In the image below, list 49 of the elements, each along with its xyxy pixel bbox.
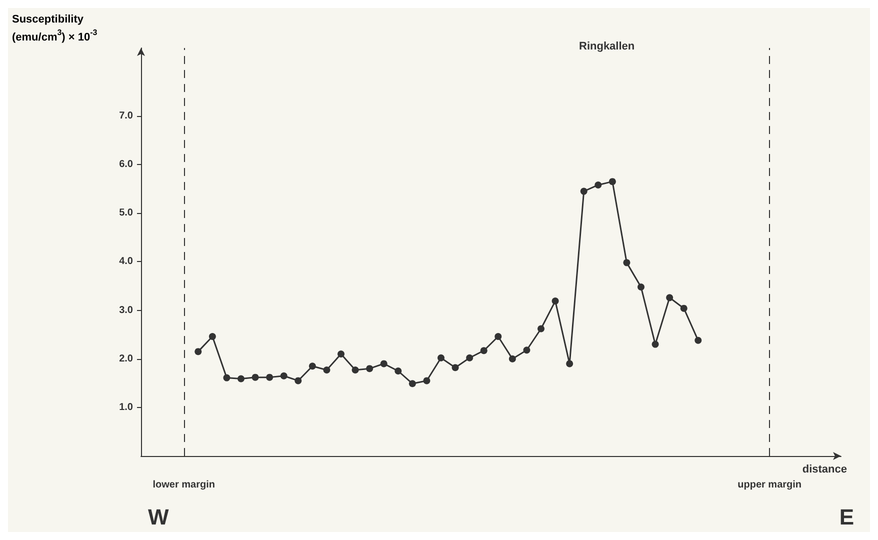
point [480,347,488,354]
x-tick-label: upper margin [738,480,802,490]
point [380,360,388,368]
point [523,346,530,354]
y-tick-label: 3.0 [119,304,134,316]
point [208,333,216,340]
y-tick-label: 2.0 [119,353,134,364]
point [666,294,674,302]
point [652,340,659,348]
point [423,377,430,384]
point [194,348,202,356]
point [466,354,474,362]
point [452,364,459,372]
point [494,333,502,340]
point [352,366,359,374]
x-tick-label: lower margin [152,480,215,490]
point [338,350,344,358]
point [223,374,230,382]
chart-title: Ringkallen [579,40,635,52]
point [266,374,274,381]
text: W [148,504,169,530]
point [408,380,416,388]
point [638,283,644,290]
point [680,304,688,312]
y-tick-label: 7.0 [119,110,134,122]
text: E [839,504,854,530]
point [694,336,702,344]
y-tick-label: 6.0 [119,159,134,170]
point [323,366,330,374]
point [594,181,602,188]
point [538,325,544,332]
point [438,354,444,362]
y-tick-label: 4.0 [119,256,134,268]
point [566,360,574,368]
point [238,375,244,382]
point [280,372,288,380]
point [252,374,259,381]
x-axis-title: distance [802,464,847,476]
point [580,188,588,195]
point [623,259,630,266]
point [308,362,316,370]
point [366,365,374,372]
point [508,355,516,362]
point [394,368,402,374]
y-tick-label: 1.0 [119,402,134,413]
point [294,377,302,384]
point [608,178,616,186]
point [552,298,559,305]
y-tick-label: 5.0 [119,208,134,219]
